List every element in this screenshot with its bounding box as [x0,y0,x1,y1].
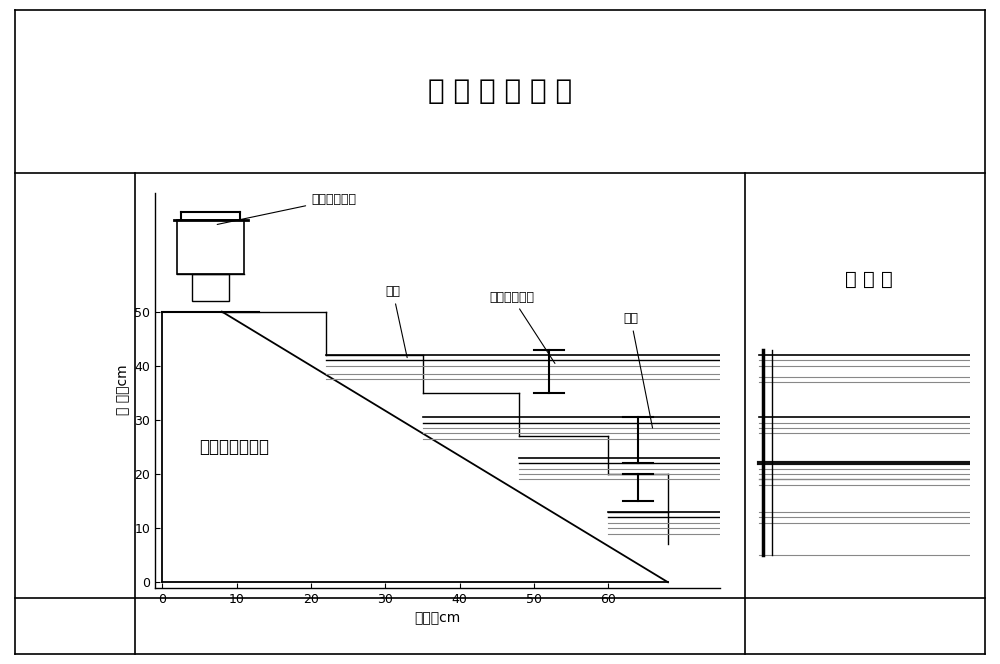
Bar [192,274,229,301]
Bar [177,220,244,274]
X-axis label: 长度／cm: 长度／cm [414,611,461,625]
Text: 反 力 架: 反 力 架 [845,270,893,289]
Text: 钢筒: 钢筒 [623,313,653,428]
Text: 液压伺服控制: 液压伺服控制 [490,291,555,363]
Text: 右坝肩边坡模型: 右坝肩边坡模型 [200,438,270,456]
Text: 分 级 开 挖 系 统: 分 级 开 挖 系 统 [428,77,572,106]
Text: 垫板: 垫板 [385,286,407,358]
Y-axis label: 高 度／cm: 高 度／cm [116,365,130,416]
Text: 液压伺服控制: 液压伺服控制 [217,193,356,224]
